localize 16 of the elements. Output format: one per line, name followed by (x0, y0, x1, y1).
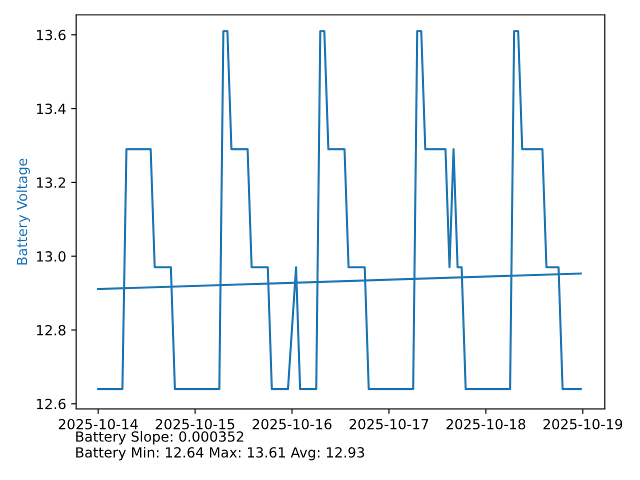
y-tick-label: 13.6 (37, 30, 66, 40)
x-tick-label: 2025-10-19 (543, 418, 622, 430)
x-tick-label: 2025-10-16 (252, 418, 332, 430)
y-tick-label: 13.2 (37, 177, 66, 188)
y-tick-label: 13.4 (37, 104, 66, 114)
y-tick-label: 13.0 (37, 251, 66, 262)
x-tick-label: 2025-10-18 (446, 418, 526, 430)
x-tick-label: 2025-10-14 (58, 418, 138, 430)
y-tick-label: 12.6 (37, 398, 66, 410)
line-series (97, 30, 582, 390)
text: Battery Slope: 0.000352 (76, 431, 244, 444)
x-tick-label: 2025-10-17 (350, 418, 428, 430)
text: Battery Min: 12.64 Max: 13.61 Avg: 12.93 (76, 446, 364, 460)
x-tick-label: 2025-10-15 (156, 418, 234, 430)
y-tick-label: 12.8 (37, 324, 66, 336)
y-axis-title: Battery Voltage (16, 158, 30, 265)
